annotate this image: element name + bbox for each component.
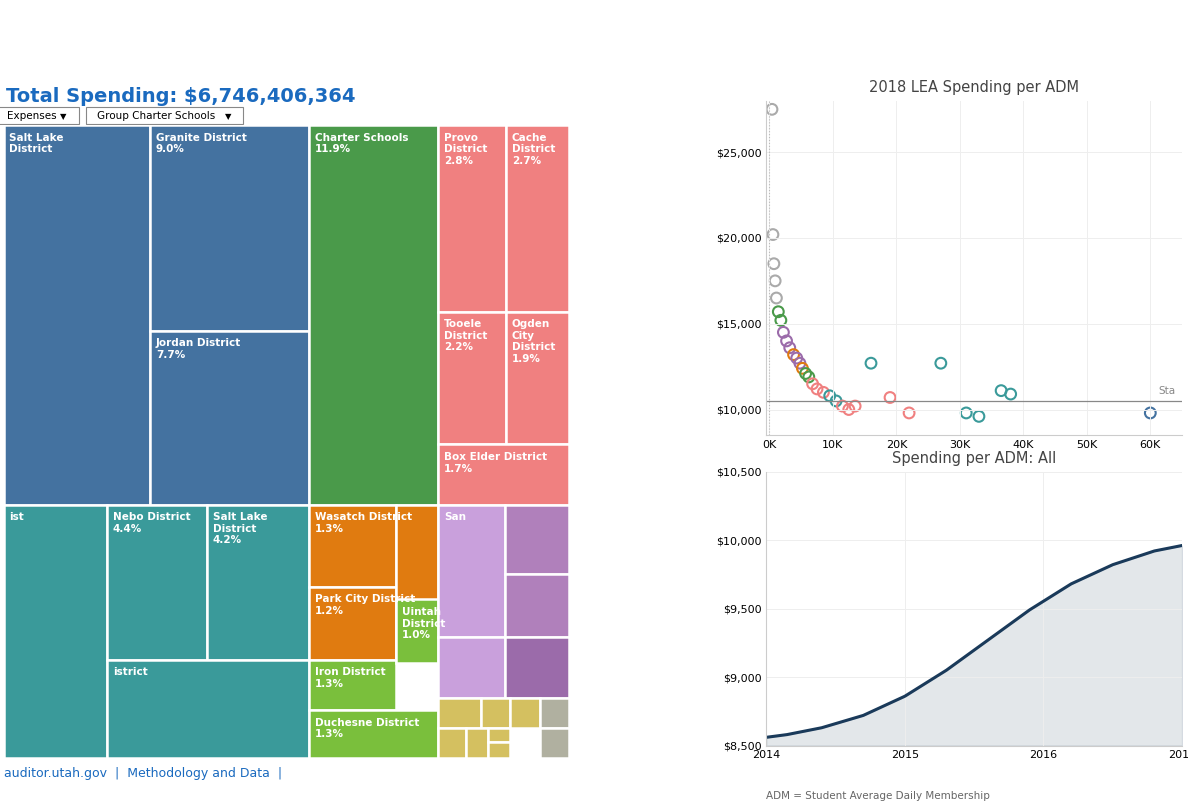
Bar: [506, 312, 569, 444]
Point: [788, 351, 807, 364]
Point: [814, 386, 833, 399]
Bar: [107, 505, 207, 659]
Text: Park City District
1.2%: Park City District 1.2%: [315, 594, 415, 616]
Point: [899, 406, 918, 419]
Text: Charter Schools
11.9%: Charter Schools 11.9%: [315, 132, 409, 154]
Text: ▼: ▼: [61, 111, 67, 121]
Bar: [438, 505, 505, 638]
Bar: [309, 505, 396, 587]
Text: Expenses: Expenses: [7, 111, 57, 121]
Point: [773, 326, 792, 339]
Bar: [511, 697, 541, 728]
Bar: [4, 125, 150, 505]
Point: [808, 383, 827, 396]
Text: Total Spending: $6,746,406,364: Total Spending: $6,746,406,364: [6, 87, 355, 106]
Point: [763, 103, 782, 116]
Text: Granite District
9.0%: Granite District 9.0%: [156, 132, 247, 154]
Point: [771, 314, 790, 326]
Text: istrict: istrict: [113, 667, 147, 677]
Point: [803, 377, 822, 390]
Text: Uintah
District
1.0%: Uintah District 1.0%: [402, 607, 446, 640]
Point: [846, 400, 865, 413]
Bar: [488, 728, 511, 742]
Point: [1001, 388, 1020, 401]
Point: [992, 384, 1011, 397]
Bar: [438, 697, 481, 728]
Text: San: San: [444, 512, 466, 522]
Point: [790, 357, 809, 370]
Text: Box Elder District
1.7%: Box Elder District 1.7%: [444, 452, 548, 474]
Text: Salt Lake
District: Salt Lake District: [10, 132, 64, 154]
Text: Tooele
District
2.2%: Tooele District 2.2%: [444, 319, 487, 352]
Text: auditor.utah.gov  |  Methodology and Data  |: auditor.utah.gov | Methodology and Data …: [4, 767, 282, 780]
Text: Provo
District
2.8%: Provo District 2.8%: [444, 132, 487, 166]
Bar: [309, 659, 396, 710]
Text: Wasatch District
1.3%: Wasatch District 1.3%: [315, 512, 412, 534]
FancyBboxPatch shape: [86, 107, 244, 124]
Bar: [505, 574, 569, 638]
Title: 2018 LEA Spending per ADM: 2018 LEA Spending per ADM: [870, 81, 1079, 95]
Point: [781, 341, 800, 354]
Point: [777, 334, 796, 347]
Text: Ogden
City
District
1.9%: Ogden City District 1.9%: [512, 319, 555, 364]
Text: ADM = Student Average Daily Membership: ADM = Student Average Daily Membership: [766, 791, 990, 801]
Point: [800, 371, 819, 384]
Bar: [466, 728, 488, 758]
Bar: [438, 728, 466, 758]
Text: Sta: Sta: [1158, 386, 1176, 396]
Text: ist: ist: [10, 512, 24, 522]
Point: [861, 357, 880, 370]
Bar: [541, 697, 569, 728]
FancyBboxPatch shape: [0, 107, 78, 124]
Point: [764, 228, 783, 241]
Point: [880, 391, 899, 404]
Text: Iron District
1.3%: Iron District 1.3%: [315, 667, 385, 689]
Bar: [438, 312, 506, 444]
Point: [833, 400, 852, 413]
Bar: [505, 505, 569, 574]
Text: Duchesne District
1.3%: Duchesne District 1.3%: [315, 718, 419, 739]
Text: Group Charter Schools: Group Charter Schools: [97, 111, 215, 121]
Point: [820, 389, 839, 402]
Point: [839, 403, 858, 416]
Bar: [396, 505, 438, 659]
Point: [769, 305, 788, 318]
Point: [765, 274, 784, 287]
Point: [767, 292, 786, 305]
Bar: [150, 125, 309, 330]
Bar: [207, 505, 309, 659]
Text: Cache
District
2.7%: Cache District 2.7%: [512, 132, 555, 166]
Point: [784, 348, 803, 361]
Text: Salt Lake
District
4.2%: Salt Lake District 4.2%: [213, 512, 267, 546]
Point: [969, 410, 988, 423]
Text: Jordan District
7.7%: Jordan District 7.7%: [156, 339, 241, 359]
Bar: [107, 659, 309, 758]
Bar: [506, 125, 569, 312]
Title: Spending per ADM: All: Spending per ADM: All: [892, 451, 1056, 466]
Point: [931, 357, 950, 370]
Point: [1140, 406, 1159, 419]
Point: [764, 257, 783, 270]
Text: Total Spending by Local Education Agency: Total Spending by Local Education Agency: [312, 34, 876, 58]
Text: Nebo District
4.4%: Nebo District 4.4%: [113, 512, 190, 534]
Bar: [488, 742, 511, 758]
Bar: [438, 444, 569, 505]
Bar: [541, 728, 569, 758]
Bar: [396, 600, 438, 663]
Point: [796, 367, 815, 380]
Point: [956, 406, 975, 419]
Bar: [309, 125, 438, 505]
Bar: [438, 125, 506, 312]
Bar: [309, 710, 438, 758]
Bar: [309, 587, 396, 659]
Bar: [4, 505, 107, 758]
Bar: [438, 638, 505, 697]
Bar: [505, 638, 569, 697]
Point: [792, 362, 811, 375]
Bar: [481, 697, 511, 728]
Bar: [150, 330, 309, 505]
Text: ▼: ▼: [225, 111, 232, 121]
Point: [827, 394, 846, 407]
